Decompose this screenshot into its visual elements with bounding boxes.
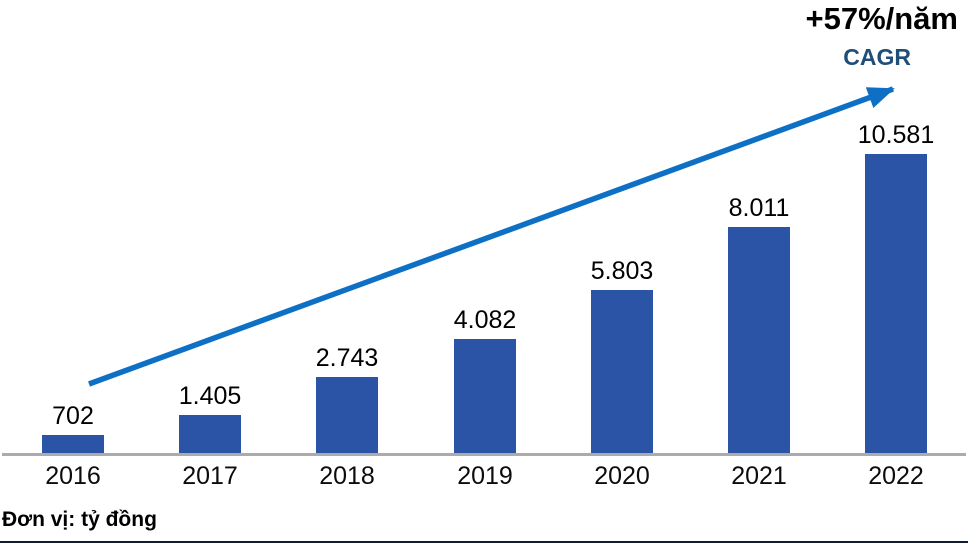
unit-footnote: Đơn vị: tỷ đồng bbox=[2, 508, 157, 531]
bar-value-label: 702 bbox=[52, 402, 94, 430]
x-axis-tick-label: 2016 bbox=[45, 462, 101, 490]
bar-2022 bbox=[865, 154, 927, 455]
bottom-divider bbox=[0, 541, 968, 543]
cagr-label: CAGR bbox=[843, 44, 911, 70]
x-axis-tick-label: 2017 bbox=[182, 462, 238, 490]
bar-2016 bbox=[42, 435, 104, 455]
x-axis-tick-label: 2020 bbox=[594, 462, 650, 490]
growth-rate-annotation: +57%/năm bbox=[805, 1, 958, 36]
bar-value-label: 2.743 bbox=[315, 344, 379, 372]
x-axis-line bbox=[2, 453, 966, 456]
bar-value-label: 5.803 bbox=[590, 257, 654, 285]
bar-2017 bbox=[179, 415, 241, 455]
bar-2021 bbox=[728, 227, 790, 455]
x-axis-tick-label: 2022 bbox=[868, 462, 924, 490]
x-axis-tick-label: 2019 bbox=[457, 462, 513, 490]
bar-2019 bbox=[454, 339, 516, 455]
bar-value-label: 4.082 bbox=[453, 306, 517, 334]
bar-value-label: 10.581 bbox=[857, 121, 935, 149]
x-axis-tick-label: 2018 bbox=[319, 462, 375, 490]
bar-value-label: 1.405 bbox=[178, 382, 242, 410]
x-axis-tick-label: 2021 bbox=[731, 462, 787, 490]
bar-2020 bbox=[591, 290, 653, 455]
bar-2018 bbox=[316, 377, 378, 455]
bar-value-label: 8.011 bbox=[728, 194, 790, 222]
